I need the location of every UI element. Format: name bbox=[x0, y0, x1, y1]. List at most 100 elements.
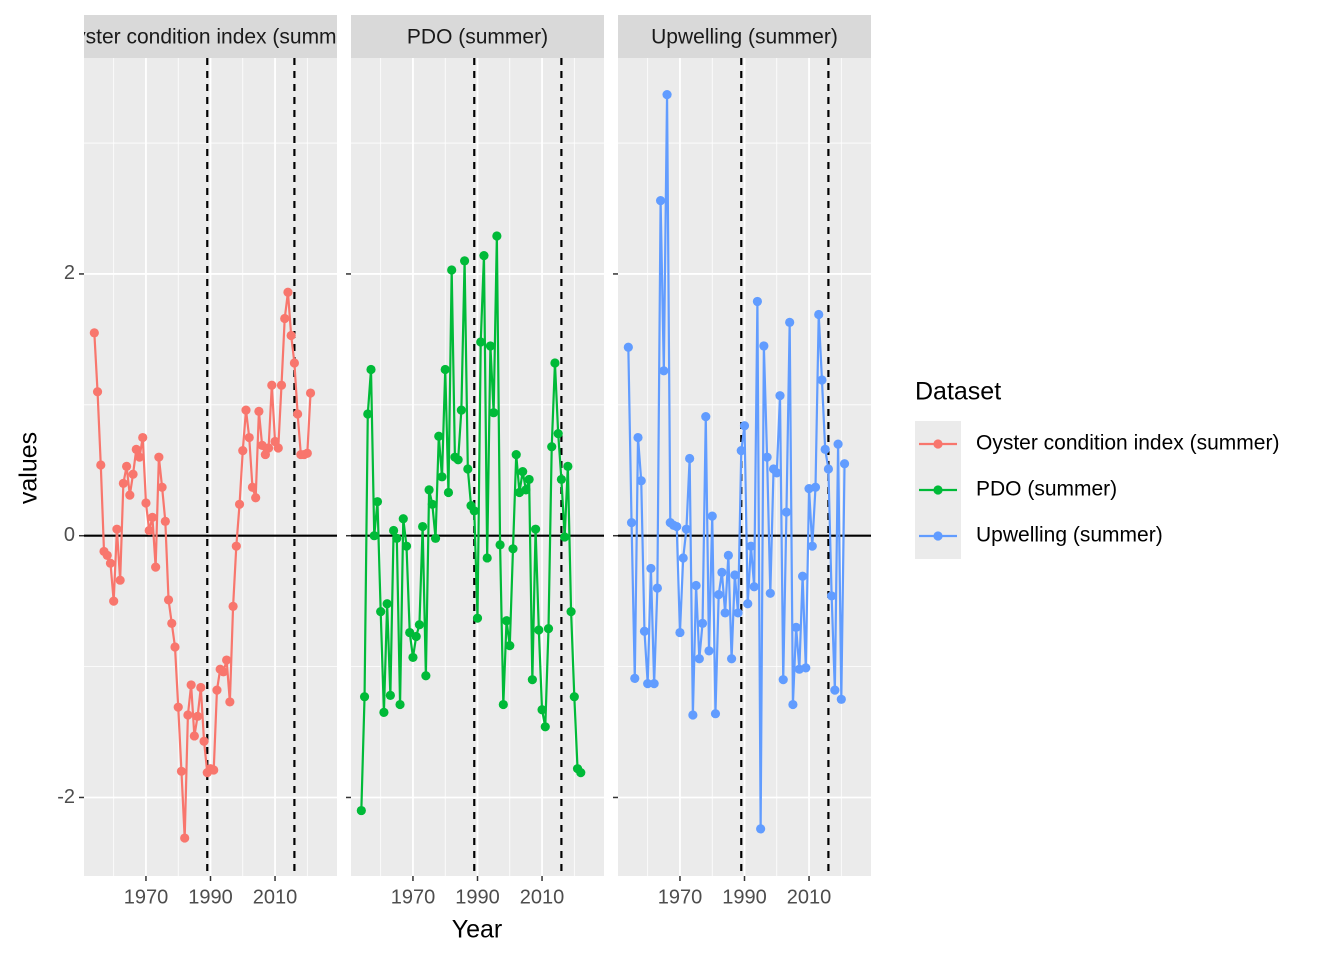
data-point bbox=[376, 607, 386, 617]
data-point bbox=[540, 722, 550, 732]
data-point bbox=[366, 364, 376, 375]
data-point bbox=[659, 366, 669, 376]
data-point bbox=[382, 599, 392, 609]
data-point bbox=[472, 613, 483, 623]
data-point bbox=[649, 679, 659, 689]
data-point bbox=[697, 618, 708, 629]
data-point bbox=[302, 448, 312, 458]
data-point bbox=[234, 499, 245, 509]
strip-label: Upwelling (summer) bbox=[651, 26, 838, 49]
data-point bbox=[643, 679, 653, 689]
data-point bbox=[655, 196, 666, 206]
data-point bbox=[511, 449, 521, 460]
data-point bbox=[254, 406, 264, 416]
legend-label: Upwelling (summer) bbox=[976, 524, 1163, 547]
data-point bbox=[144, 525, 154, 536]
data-point bbox=[498, 699, 508, 710]
data-point bbox=[443, 487, 454, 498]
data-point bbox=[170, 642, 180, 652]
data-point bbox=[212, 685, 222, 695]
data-point bbox=[630, 673, 640, 683]
data-point bbox=[691, 580, 701, 591]
data-point bbox=[633, 432, 643, 443]
x-tick-label: 1970 bbox=[124, 886, 169, 908]
data-point bbox=[163, 595, 174, 605]
data-point bbox=[102, 550, 112, 560]
data-point bbox=[398, 514, 408, 524]
data-point bbox=[411, 631, 421, 642]
data-point bbox=[639, 626, 650, 636]
data-point bbox=[678, 553, 688, 563]
data-point bbox=[547, 442, 557, 452]
data-point bbox=[305, 388, 316, 398]
data-point bbox=[437, 472, 447, 482]
x-tick-label: 1970 bbox=[391, 886, 436, 908]
data-point bbox=[392, 533, 402, 543]
data-point bbox=[209, 765, 219, 775]
data-point bbox=[263, 443, 274, 453]
data-point bbox=[92, 387, 103, 397]
data-point bbox=[524, 474, 534, 485]
data-point bbox=[820, 444, 830, 454]
data-point bbox=[765, 588, 775, 598]
data-point bbox=[408, 652, 418, 663]
data-point bbox=[157, 482, 167, 492]
data-point bbox=[704, 646, 714, 656]
data-point bbox=[569, 692, 579, 702]
data-point bbox=[505, 641, 515, 651]
strip-label: PDO (summer) bbox=[407, 26, 548, 49]
data-point bbox=[746, 541, 756, 551]
data-point bbox=[241, 405, 251, 415]
data-point bbox=[469, 506, 479, 516]
data-point bbox=[681, 524, 692, 534]
data-point bbox=[125, 490, 135, 500]
data-point bbox=[836, 694, 846, 704]
data-point bbox=[176, 766, 187, 776]
data-point bbox=[839, 459, 850, 469]
legend-point bbox=[933, 439, 943, 449]
data-point bbox=[121, 461, 132, 471]
data-point bbox=[788, 699, 798, 710]
data-point bbox=[283, 287, 293, 297]
data-point bbox=[286, 330, 296, 341]
strip-background bbox=[351, 15, 604, 58]
data-point bbox=[482, 553, 492, 563]
data-point bbox=[138, 432, 148, 443]
data-point bbox=[530, 524, 541, 534]
data-point bbox=[534, 625, 544, 635]
data-point bbox=[556, 474, 567, 485]
data-point bbox=[736, 446, 746, 456]
data-point bbox=[672, 521, 682, 532]
data-point bbox=[447, 265, 457, 275]
data-point bbox=[463, 464, 473, 474]
data-point bbox=[797, 571, 808, 581]
data-point bbox=[105, 558, 116, 568]
data-point bbox=[543, 624, 554, 634]
data-point bbox=[762, 452, 772, 462]
data-point bbox=[189, 731, 199, 741]
data-point bbox=[385, 690, 395, 700]
data-point bbox=[109, 596, 119, 606]
data-point bbox=[485, 341, 496, 351]
data-point bbox=[752, 296, 763, 307]
data-point bbox=[576, 768, 586, 778]
data-point bbox=[563, 461, 573, 471]
data-point bbox=[495, 540, 505, 550]
data-point bbox=[247, 482, 258, 492]
data-point bbox=[289, 358, 300, 368]
data-point bbox=[701, 412, 711, 422]
data-point bbox=[421, 671, 431, 681]
legend-point bbox=[933, 531, 943, 541]
y-axis-title: values bbox=[15, 432, 43, 504]
x-tick-label: 2010 bbox=[253, 886, 298, 908]
data-point bbox=[128, 469, 138, 479]
data-point bbox=[359, 692, 370, 702]
data-point bbox=[141, 498, 151, 508]
data-point bbox=[276, 380, 287, 390]
y-tick-label: -2 bbox=[57, 786, 75, 808]
data-point bbox=[251, 493, 261, 503]
data-point bbox=[833, 439, 843, 449]
data-point bbox=[192, 711, 203, 721]
data-point bbox=[807, 541, 817, 551]
data-point bbox=[560, 532, 570, 542]
